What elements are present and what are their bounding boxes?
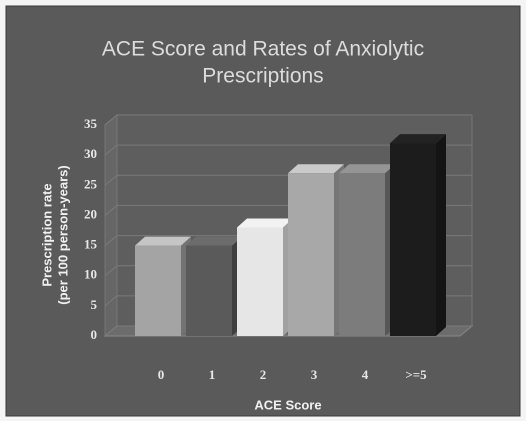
bar xyxy=(339,173,385,336)
grid-line xyxy=(104,205,118,216)
bar-top xyxy=(288,164,344,174)
x-tick-label: >=5 xyxy=(405,367,427,382)
x-axis-label: ACE Score xyxy=(254,397,321,412)
chart-title: ACE Score and Rates of Anxiolytic xyxy=(102,38,424,61)
bar-top xyxy=(390,134,446,144)
grid-line xyxy=(104,265,118,277)
bar-side xyxy=(436,134,446,336)
x-tick-label: 0 xyxy=(158,367,165,382)
x-tick-label: 4 xyxy=(362,367,369,382)
grid-line xyxy=(104,114,118,126)
grid-line xyxy=(104,174,118,186)
x-tick-label: 3 xyxy=(311,367,318,382)
grid-line xyxy=(104,325,118,337)
bar-top xyxy=(339,164,395,174)
bar xyxy=(390,143,436,336)
grid-line xyxy=(104,235,118,246)
bar xyxy=(186,245,232,336)
grid-line xyxy=(104,144,118,156)
chart-title: Prescriptions xyxy=(202,65,323,88)
x-tick-label: 2 xyxy=(260,367,267,382)
y-tick-label: 10 xyxy=(84,267,97,282)
y-axis-label: (per 100 person-years) xyxy=(55,165,70,304)
bar-top xyxy=(135,236,191,246)
bar xyxy=(237,227,283,336)
left-wall xyxy=(104,113,118,338)
y-tick-label: 0 xyxy=(91,327,98,342)
x-tick-label: 1 xyxy=(209,367,216,382)
y-tick-label: 35 xyxy=(84,116,98,131)
grid-line xyxy=(104,295,118,307)
y-tick-label: 15 xyxy=(84,237,98,252)
bar xyxy=(288,173,334,336)
bar-top xyxy=(237,218,293,228)
y-tick-label: 20 xyxy=(84,206,97,221)
y-tick-label: 5 xyxy=(91,297,98,312)
y-tick-label: 30 xyxy=(84,146,97,161)
y-axis-label: Prescription rate xyxy=(39,183,54,286)
bar xyxy=(135,245,181,336)
y-tick-label: 25 xyxy=(84,176,98,191)
bar-top xyxy=(186,236,242,246)
